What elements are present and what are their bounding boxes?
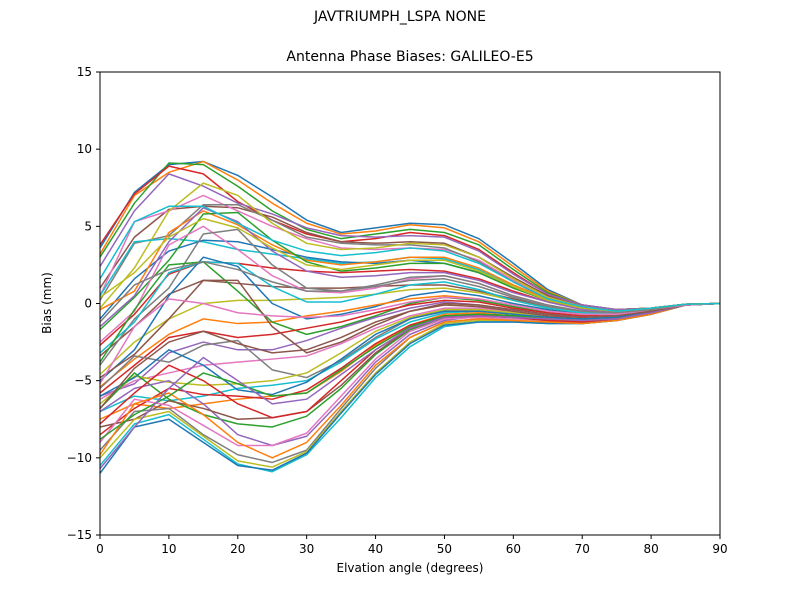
- x-tick-label: 30: [299, 542, 314, 556]
- series-line-4: [99, 165, 721, 311]
- x-axis-label: Elvation angle (degrees): [336, 561, 484, 575]
- y-tick-label: 0: [84, 297, 92, 311]
- x-axis: 0 10 20 30 40 50 60 70 80 90: [96, 535, 728, 556]
- series-line-48: [99, 261, 721, 323]
- series-lines: [99, 160, 721, 474]
- chart-title: Antenna Phase Biases: GALILEO-E5: [286, 49, 534, 65]
- x-tick-label: 90: [712, 542, 727, 556]
- x-tick-label: 60: [506, 542, 521, 556]
- series-line-50: [99, 205, 721, 312]
- y-tick-label: 15: [77, 65, 92, 79]
- figure-suptitle: JAVTRIUMPH_LSPA NONE: [314, 9, 486, 25]
- series-line-5: [99, 173, 721, 311]
- series-line-31: [99, 302, 721, 397]
- y-axis: −15 −10 −5 0 5 10 15: [67, 65, 100, 542]
- series-line-47: [99, 296, 721, 385]
- series-line-3: [99, 162, 721, 311]
- series-line-7: [99, 194, 721, 312]
- x-tick-label: 20: [230, 542, 245, 556]
- series-line-46: [99, 302, 721, 409]
- x-tick-label: 70: [575, 542, 590, 556]
- x-tick-label: 40: [368, 542, 383, 556]
- y-tick-label: −5: [74, 374, 92, 388]
- x-tick-label: 80: [643, 542, 658, 556]
- series-line-45: [99, 302, 721, 470]
- y-axis-label: Bias (mm): [40, 272, 54, 334]
- series-line-42: [99, 302, 721, 459]
- x-tick-label: 50: [437, 542, 452, 556]
- x-tick-label: 10: [161, 542, 176, 556]
- y-tick-label: −15: [67, 528, 92, 542]
- y-tick-label: 10: [77, 142, 92, 156]
- y-tick-label: −10: [67, 451, 92, 465]
- x-tick-label: 0: [96, 542, 104, 556]
- y-tick-label: 5: [84, 219, 92, 233]
